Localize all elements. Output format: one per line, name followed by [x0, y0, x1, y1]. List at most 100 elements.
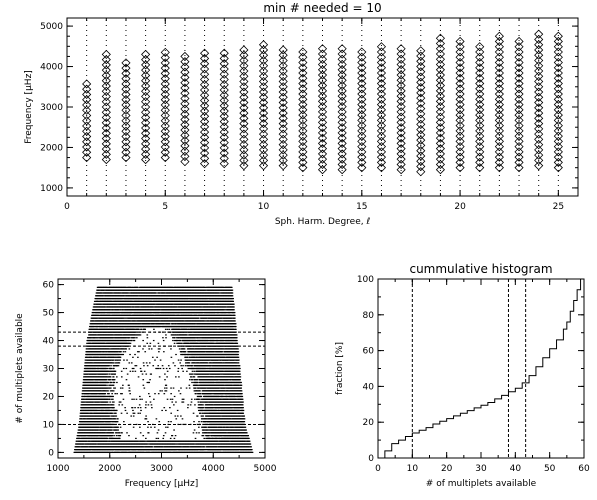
mode-point — [553, 136, 563, 146]
mode-point — [494, 157, 504, 167]
mode-point — [298, 157, 308, 167]
mode-point — [553, 42, 563, 52]
mode-point — [455, 142, 465, 152]
multiplet-point — [86, 446, 89, 448]
mode-point — [278, 82, 288, 92]
mode-point — [298, 89, 308, 99]
multiplet-point — [230, 404, 233, 406]
mode-point — [534, 50, 544, 60]
mode-point — [298, 152, 308, 162]
mode-point — [298, 100, 308, 110]
mode-point — [317, 159, 328, 170]
mode-point — [200, 48, 210, 58]
multiplet-point — [227, 390, 230, 392]
mode-point — [258, 161, 269, 171]
multiplet-point — [110, 395, 113, 398]
multiplet-point — [212, 376, 215, 378]
multiplet-point — [240, 387, 243, 389]
mode-point — [317, 80, 328, 91]
mode-point — [553, 73, 563, 83]
multiplet-point — [110, 415, 113, 417]
mode-point — [317, 149, 328, 159]
multiplet-point — [190, 398, 193, 400]
mode-point — [396, 128, 406, 138]
multiplet-point — [113, 437, 116, 440]
top-scatter-points — [82, 20, 563, 194]
multiplet-point — [190, 376, 193, 378]
multiplet-point — [139, 432, 142, 434]
multiplet-point — [133, 412, 136, 414]
multiplet-point — [86, 440, 88, 442]
multiplet-point — [76, 440, 78, 442]
mode-point — [141, 139, 151, 149]
mode-point — [396, 86, 406, 96]
multiplet-point — [243, 418, 246, 420]
mode-point — [553, 147, 563, 157]
multiplet-point — [196, 381, 199, 384]
mode-point — [396, 117, 406, 127]
mode-point — [416, 125, 426, 135]
mode-point — [396, 107, 406, 117]
mode-point — [278, 97, 288, 108]
mode-point — [494, 126, 504, 136]
mode-point — [435, 59, 445, 70]
multiplet-point — [113, 401, 115, 403]
multiplet-point — [112, 421, 115, 423]
mode-point — [258, 45, 269, 55]
multiplet-point — [84, 395, 86, 398]
multiplet-point — [193, 390, 196, 392]
multiplet-point — [125, 379, 128, 381]
mode-point — [435, 159, 445, 170]
multiplet-point — [105, 404, 107, 406]
multiplet-point — [251, 451, 254, 454]
mode-point — [475, 163, 485, 173]
mode-point — [416, 88, 426, 98]
multiplet-point — [111, 404, 114, 406]
multiplet-point — [235, 398, 238, 400]
mode-point — [101, 107, 111, 117]
mode-point — [317, 138, 328, 148]
mode-point — [82, 100, 92, 110]
mode-point — [337, 96, 347, 106]
mode-point — [82, 131, 92, 142]
y-tick-label: 1000 — [40, 184, 63, 194]
mode-point — [141, 91, 151, 102]
mode-point — [534, 71, 544, 81]
multiplet-point — [132, 409, 134, 412]
multiplet-point — [189, 404, 192, 406]
multiplet-point — [227, 398, 230, 400]
mode-point — [298, 63, 308, 73]
multiplet-point — [157, 437, 160, 440]
mode-point — [514, 131, 524, 141]
multiplet-point — [198, 398, 200, 400]
multiplet-point — [199, 412, 202, 414]
multiplet-point — [197, 407, 200, 409]
multiplet-point — [188, 387, 191, 389]
mode-point — [180, 125, 190, 135]
multiplet-point — [85, 435, 87, 437]
multiplet-point — [157, 429, 160, 431]
multiplet-point — [120, 393, 122, 395]
multiplet-point — [225, 432, 228, 434]
mode-point — [219, 122, 229, 132]
mode-point — [455, 36, 465, 47]
mode-point — [337, 165, 347, 175]
mode-point — [416, 161, 426, 172]
mode-point — [514, 63, 524, 73]
multiplet-point — [164, 387, 166, 389]
multiplet-point — [174, 443, 177, 445]
multiplet-point — [109, 404, 111, 406]
mode-point — [141, 55, 151, 65]
multiplet-point — [142, 435, 145, 437]
multiplet-point — [202, 404, 204, 406]
mode-point — [278, 92, 288, 102]
multiplet-point — [200, 398, 202, 400]
multiplet-point — [205, 421, 207, 423]
multiplet-point — [249, 443, 252, 445]
multiplet-point — [196, 384, 199, 386]
mode-point — [553, 142, 563, 152]
mode-point — [141, 70, 151, 81]
multiplet-point — [116, 381, 118, 384]
multiplet-point — [193, 443, 196, 445]
mode-point — [534, 40, 544, 50]
